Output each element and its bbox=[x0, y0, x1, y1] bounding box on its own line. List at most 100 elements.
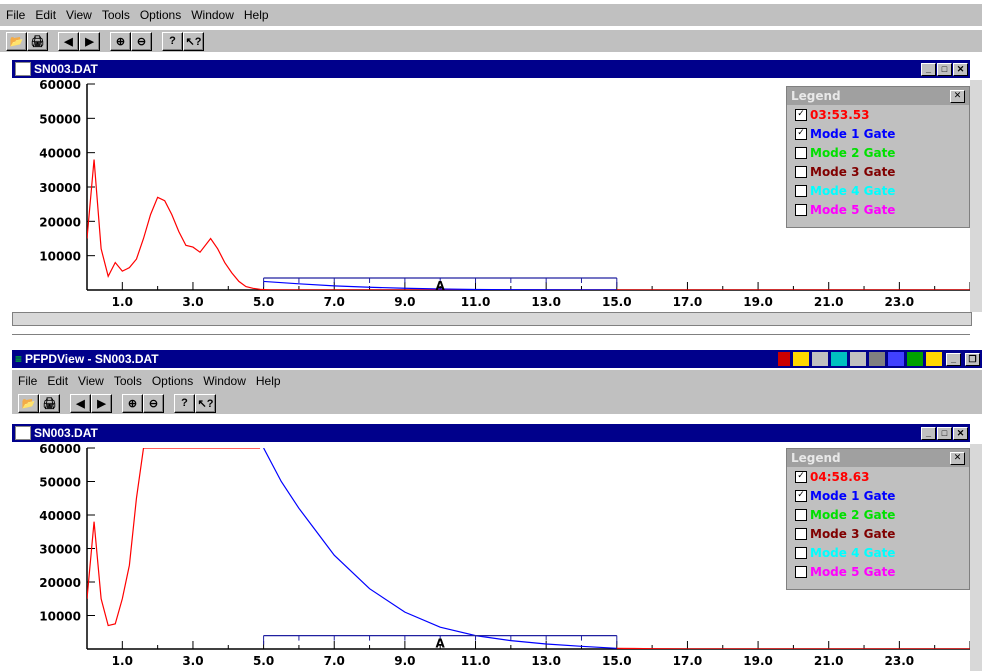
taskbar-icon-b[interactable] bbox=[793, 352, 809, 366]
open-button[interactable]: 📂 bbox=[18, 393, 39, 413]
legend-checkbox[interactable] bbox=[795, 184, 807, 197]
menu-bar-2: File Edit View Tools Options Window Help bbox=[12, 370, 982, 392]
legend-label: 03:53.53 bbox=[810, 107, 870, 122]
menu-tools[interactable]: Tools bbox=[101, 8, 130, 22]
y-tick-label: 30000 bbox=[39, 543, 81, 557]
legend-checkbox[interactable] bbox=[795, 165, 807, 178]
maximize-button-2[interactable]: □ bbox=[937, 426, 952, 440]
legend-titlebar: Legend ✕ bbox=[787, 87, 969, 105]
legend-item: ✓ Mode 1 Gate bbox=[787, 124, 969, 143]
legend-checkbox[interactable] bbox=[795, 527, 807, 540]
zoom-out-button[interactable]: ⊖ bbox=[143, 393, 164, 413]
app-minimize-button[interactable]: _ bbox=[946, 352, 961, 366]
minimize-button-2[interactable]: _ bbox=[921, 426, 936, 440]
y-tick-label: 10000 bbox=[39, 250, 81, 264]
zoom-in-icon: ⊕ bbox=[115, 35, 126, 48]
x-tick-label: 15.0 bbox=[602, 295, 632, 309]
menu-options[interactable]: Options bbox=[139, 8, 182, 22]
app-menu-help[interactable]: Help bbox=[255, 374, 281, 388]
legend-close-button-2[interactable]: ✕ bbox=[950, 451, 965, 465]
zoom-in-button[interactable]: ⊕ bbox=[110, 31, 131, 51]
y-tick-label: 50000 bbox=[39, 112, 81, 126]
legend-checkbox[interactable] bbox=[795, 146, 807, 159]
app-menu-window[interactable]: Window bbox=[203, 374, 246, 388]
taskbar-icon-g[interactable] bbox=[888, 352, 904, 366]
legend-item: Mode 4 Gate bbox=[787, 543, 969, 562]
help-button[interactable]: ? bbox=[174, 393, 195, 413]
legend-checkbox[interactable]: ✓ bbox=[795, 489, 807, 502]
legend-title-2: Legend bbox=[791, 451, 841, 465]
open-icon: 📂 bbox=[21, 397, 36, 410]
forward-arrow-button[interactable]: ▶ bbox=[79, 31, 100, 51]
print-button[interactable]: 🖨 bbox=[27, 31, 48, 51]
back-arrow-button[interactable]: ◀ bbox=[70, 393, 91, 413]
taskbar-icon-e[interactable] bbox=[850, 352, 866, 366]
window-titlebar-2: SN003.DAT _ □ ✕ bbox=[12, 424, 970, 442]
horizontal-scrollbar[interactable] bbox=[12, 312, 972, 326]
legend-checkbox[interactable] bbox=[795, 203, 807, 216]
legend-checkbox[interactable] bbox=[795, 508, 807, 521]
close-button-2[interactable]: ✕ bbox=[953, 426, 968, 440]
menu-window[interactable]: Window bbox=[191, 8, 234, 22]
legend-label: Mode 5 Gate bbox=[810, 202, 896, 217]
menu-edit[interactable]: Edit bbox=[35, 8, 57, 22]
context-help-button[interactable]: ↖? bbox=[183, 31, 204, 51]
vertical-scrollbar-2[interactable] bbox=[970, 444, 982, 671]
vertical-scrollbar[interactable] bbox=[970, 80, 982, 312]
print-button[interactable]: 🖨 bbox=[39, 393, 60, 413]
maximize-button[interactable]: □ bbox=[937, 62, 952, 76]
legend-item: Mode 5 Gate bbox=[787, 562, 969, 581]
taskbar-icon-i[interactable] bbox=[926, 352, 942, 366]
zoom-out-icon: ⊖ bbox=[136, 35, 147, 48]
app-menu-view[interactable]: View bbox=[78, 374, 104, 388]
series-line bbox=[263, 448, 617, 649]
app-menu-file[interactable]: File bbox=[18, 374, 38, 388]
legend-checkbox[interactable]: ✓ bbox=[795, 470, 807, 483]
close-button[interactable]: ✕ bbox=[953, 62, 968, 76]
window-title-2: SN003.DAT bbox=[34, 426, 98, 440]
menu-help[interactable]: Help bbox=[243, 8, 269, 22]
legend-item: Mode 2 Gate bbox=[787, 143, 969, 162]
legend-label: Mode 4 Gate bbox=[810, 183, 896, 198]
app-menu-options[interactable]: Options bbox=[151, 374, 194, 388]
x-tick-label: 1.0 bbox=[112, 295, 133, 309]
legend-checkbox[interactable] bbox=[795, 565, 807, 578]
forward-arrow-icon: ▶ bbox=[97, 397, 106, 410]
taskbar-icon-d[interactable] bbox=[831, 352, 847, 366]
app-restore-button[interactable]: ❐ bbox=[965, 352, 980, 366]
legend-checkbox[interactable] bbox=[795, 546, 807, 559]
minimize-button[interactable]: _ bbox=[921, 62, 936, 76]
x-tick-label: 13.0 bbox=[531, 654, 561, 668]
taskbar-icon-c[interactable] bbox=[812, 352, 828, 366]
legend-close-button[interactable]: ✕ bbox=[950, 89, 965, 103]
x-tick-label: 21.0 bbox=[814, 654, 844, 668]
legend-item: ✓ Mode 1 Gate bbox=[787, 486, 969, 505]
context-help-button[interactable]: ↖? bbox=[195, 393, 216, 413]
zoom-in-button[interactable]: ⊕ bbox=[122, 393, 143, 413]
menu-bar: File Edit View Tools Options Window Help bbox=[0, 4, 982, 26]
back-arrow-button[interactable]: ◀ bbox=[58, 31, 79, 51]
legend-title: Legend bbox=[791, 89, 841, 103]
legend-label: Mode 1 Gate bbox=[810, 126, 896, 141]
open-button[interactable]: 📂 bbox=[6, 31, 27, 51]
taskbar-icon-f[interactable] bbox=[869, 352, 885, 366]
taskbar-icon-a[interactable] bbox=[778, 352, 790, 366]
menu-view[interactable]: View bbox=[66, 8, 92, 22]
x-tick-label: 17.0 bbox=[673, 654, 703, 668]
x-tick-label: 15.0 bbox=[602, 654, 632, 668]
help-button[interactable]: ? bbox=[162, 31, 183, 51]
taskbar-icon-h[interactable] bbox=[907, 352, 923, 366]
legend-label: 04:58.63 bbox=[810, 469, 870, 484]
x-tick-label: 11.0 bbox=[461, 295, 491, 309]
legend-checkbox[interactable]: ✓ bbox=[795, 108, 807, 121]
y-tick-label: 10000 bbox=[39, 610, 81, 624]
zoom-out-button[interactable]: ⊖ bbox=[131, 31, 152, 51]
menu-file[interactable]: File bbox=[6, 8, 26, 22]
forward-arrow-button[interactable]: ▶ bbox=[91, 393, 112, 413]
app-menu-edit[interactable]: Edit bbox=[47, 374, 69, 388]
legend-label: Mode 3 Gate bbox=[810, 526, 896, 541]
app-menu-tools[interactable]: Tools bbox=[113, 374, 142, 388]
x-tick-label: 3.0 bbox=[182, 654, 203, 668]
app-icon: ≡ bbox=[15, 352, 23, 366]
legend-checkbox[interactable]: ✓ bbox=[795, 127, 807, 140]
